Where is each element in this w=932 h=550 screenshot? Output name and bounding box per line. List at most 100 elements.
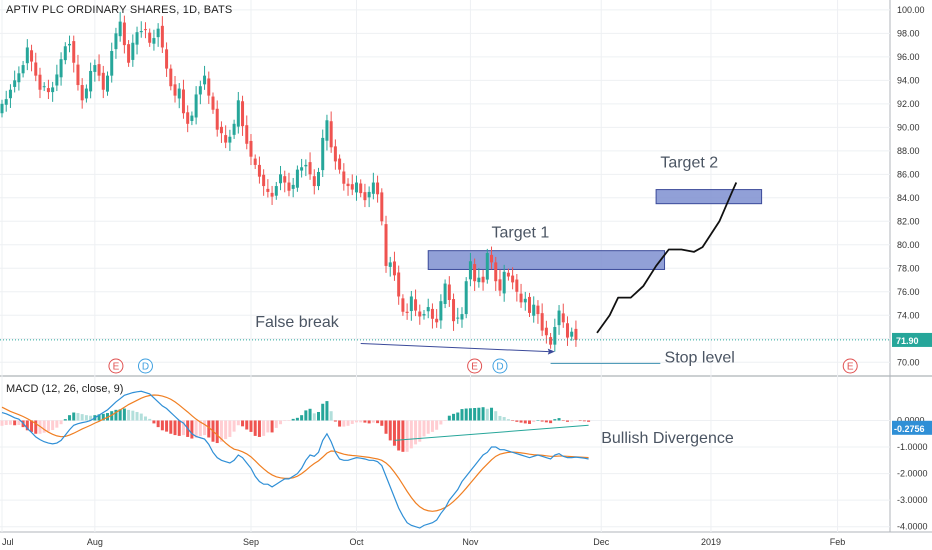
candle-body [211, 96, 215, 110]
macd-histogram-bar [409, 420, 413, 449]
candle-body [460, 314, 464, 320]
candle-body [388, 262, 392, 267]
candle-body [392, 261, 396, 276]
macd-histogram-bar [169, 420, 173, 434]
macd-histogram-bar [338, 420, 342, 427]
candle-body [241, 101, 245, 127]
candle-body [291, 184, 295, 189]
time-tick-label: Feb [830, 537, 846, 547]
candle-body [97, 64, 101, 76]
candle-body [4, 99, 8, 105]
macd-histogram-bar [283, 420, 287, 422]
target-zones [427, 189, 763, 270]
candle-body [80, 85, 84, 101]
macd-histogram-bar [135, 411, 139, 421]
macd-histogram-bar [401, 420, 405, 452]
candle-body [68, 43, 72, 46]
candle-body [532, 304, 536, 316]
candle-body [270, 192, 274, 197]
macd-histogram-bar [473, 408, 477, 421]
macd-histogram-bar [257, 420, 261, 437]
candle-body [565, 323, 569, 338]
candle-body [367, 191, 371, 198]
candle-body [287, 182, 291, 191]
macd-title: MACD (12, 26, close, 9) [6, 383, 124, 395]
macd-axis: 0.0000 -1.0000 -2.0000 -3.0000 -4.0000 [897, 415, 928, 531]
candle-body [422, 314, 426, 316]
candle-body [63, 46, 67, 61]
macd-histogram-bar [249, 420, 253, 432]
macd-histogram-bar [68, 415, 72, 421]
annotations: 71.90 Target 1 Target 2 False break Stop lev… [0, 154, 932, 366]
candle-body [397, 272, 401, 297]
candle-body [274, 186, 278, 196]
macd-histogram-bar [173, 420, 177, 436]
candle-body [84, 88, 88, 99]
candle-body [38, 74, 42, 90]
macd-histogram-bar [177, 420, 181, 436]
candle-body [118, 21, 122, 37]
candle-body [456, 317, 460, 319]
time-tick-label: Aug [87, 537, 103, 547]
candle-body [55, 74, 59, 86]
last-price-label: 71.90 [896, 336, 919, 346]
candle-body [435, 318, 439, 323]
macd-histogram-bar [46, 420, 50, 432]
macd-histogram-bar [308, 408, 312, 421]
candle-body [376, 182, 380, 195]
candle-body [203, 75, 207, 85]
macd-histogram-bar [295, 417, 299, 421]
candle-body [414, 299, 418, 311]
candle-body [401, 298, 405, 312]
macd-histogram-bar [101, 413, 105, 421]
candle-body [523, 298, 527, 303]
dividend-marker [492, 358, 508, 374]
macd-histogram-bar [253, 420, 257, 436]
false-break-label: False break [255, 314, 340, 331]
macd-histogram-bar [422, 420, 426, 437]
candle-body [0, 103, 4, 114]
candle-body [308, 162, 312, 175]
time-axis: Jul Aug Sep Oct Nov Dec 2019 Feb [2, 537, 845, 547]
macd-histogram-bar [55, 420, 59, 428]
projection-curve [596, 182, 738, 334]
macd-histogram-bar [354, 420, 358, 423]
macd-histogram-bar [215, 420, 219, 444]
price-tick-label: 78.00 [897, 263, 920, 273]
macd-histogram-bar [4, 420, 8, 425]
candle-body [359, 183, 363, 194]
dividend-marker [137, 358, 153, 374]
candle-body [346, 183, 350, 187]
earnings-marker-label: E [113, 362, 120, 373]
candle-body [485, 253, 489, 280]
price-tick-label: 76.00 [897, 287, 920, 297]
candle-body [42, 86, 46, 88]
candle-body [76, 64, 80, 86]
macd-histogram-bar [485, 408, 489, 421]
price-tick-label: 98.00 [897, 28, 920, 38]
macd-histogram-bar [59, 420, 63, 425]
candle-body [498, 279, 502, 291]
earnings-marker [108, 358, 124, 374]
candle-body [177, 88, 181, 99]
macd-histogram-bar [506, 419, 510, 421]
candle-body [148, 32, 152, 43]
candle-body [468, 261, 472, 280]
candle-body [232, 123, 236, 135]
macd-histogram-bar [557, 418, 561, 421]
macd-histogram-bar [565, 420, 569, 422]
macd-histogram-bar [317, 411, 320, 421]
macd-histogram-bar [494, 411, 498, 421]
macd-histogram-bar [207, 420, 211, 438]
macd-histogram-bar [363, 420, 367, 423]
candle-body [447, 284, 451, 300]
macd-histogram-bar [346, 420, 350, 426]
candle-body [17, 73, 21, 83]
candle-body [515, 279, 519, 292]
candle-body [169, 68, 173, 87]
macd-histogram-bar [72, 412, 76, 421]
candle-body [89, 70, 93, 92]
candle-body [253, 158, 257, 165]
macd-histogram-bar [532, 420, 536, 423]
